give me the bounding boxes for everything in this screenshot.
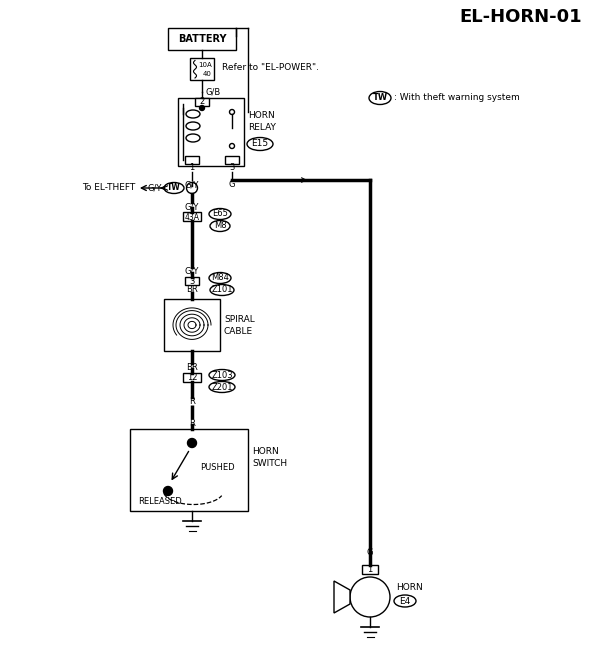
Text: TW: TW — [372, 94, 388, 102]
Text: HORN: HORN — [248, 112, 275, 121]
Circle shape — [163, 487, 172, 495]
Circle shape — [230, 110, 234, 115]
Circle shape — [230, 144, 234, 148]
Polygon shape — [334, 581, 350, 613]
Text: G/B: G/B — [205, 87, 220, 96]
Ellipse shape — [209, 382, 235, 392]
Circle shape — [200, 106, 204, 110]
FancyBboxPatch shape — [178, 98, 244, 166]
Text: HORN: HORN — [396, 583, 423, 592]
FancyBboxPatch shape — [183, 212, 201, 221]
Text: R: R — [189, 419, 195, 428]
Text: 2: 2 — [200, 98, 205, 106]
Text: BR: BR — [186, 285, 198, 294]
Text: Refer to "EL-POWER".: Refer to "EL-POWER". — [222, 64, 319, 73]
FancyBboxPatch shape — [183, 373, 201, 382]
Ellipse shape — [209, 272, 231, 283]
Text: RELAY: RELAY — [248, 123, 276, 133]
FancyBboxPatch shape — [185, 277, 199, 285]
Text: 1: 1 — [368, 565, 372, 575]
Ellipse shape — [394, 595, 416, 607]
Text: TW: TW — [167, 184, 181, 192]
Ellipse shape — [210, 285, 234, 295]
Text: : With theft warning system: : With theft warning system — [394, 94, 520, 102]
Text: HORN: HORN — [252, 447, 279, 455]
Text: 1: 1 — [189, 163, 195, 173]
Text: G/Y: G/Y — [185, 267, 199, 276]
Text: Z103: Z103 — [211, 371, 233, 380]
Text: RELEASED: RELEASED — [138, 497, 182, 506]
Ellipse shape — [369, 91, 391, 104]
Text: G/Y: G/Y — [185, 180, 199, 189]
FancyBboxPatch shape — [130, 429, 248, 511]
Text: E15: E15 — [252, 140, 269, 148]
FancyBboxPatch shape — [362, 565, 378, 574]
Text: PUSHED: PUSHED — [200, 462, 234, 472]
Ellipse shape — [164, 182, 184, 194]
Text: SWITCH: SWITCH — [252, 459, 287, 468]
Text: 3: 3 — [229, 163, 234, 173]
Text: SPIRAL: SPIRAL — [224, 314, 255, 323]
Text: 12: 12 — [186, 373, 197, 382]
Text: G: G — [367, 548, 373, 557]
Text: Z201: Z201 — [211, 382, 233, 392]
Text: CABLE: CABLE — [224, 327, 253, 335]
Ellipse shape — [209, 369, 235, 380]
Circle shape — [188, 438, 197, 447]
Text: E4: E4 — [400, 596, 411, 605]
Text: R: R — [189, 397, 195, 406]
Text: BR: BR — [186, 363, 198, 372]
Ellipse shape — [209, 209, 231, 220]
FancyBboxPatch shape — [164, 299, 220, 351]
Text: 43A: 43A — [185, 213, 200, 222]
FancyBboxPatch shape — [225, 156, 239, 164]
Text: 40: 40 — [203, 71, 212, 77]
Text: M84: M84 — [211, 274, 229, 283]
Text: 10A: 10A — [198, 62, 212, 68]
Text: To EL-THEFT: To EL-THEFT — [82, 184, 135, 192]
Ellipse shape — [210, 220, 230, 232]
FancyBboxPatch shape — [185, 156, 199, 164]
Text: G: G — [229, 180, 235, 189]
Text: M8: M8 — [214, 222, 226, 230]
FancyBboxPatch shape — [190, 58, 214, 80]
Text: Z101: Z101 — [211, 285, 233, 295]
Ellipse shape — [247, 138, 273, 150]
Text: EL-HORN-01: EL-HORN-01 — [459, 8, 582, 26]
FancyBboxPatch shape — [195, 98, 209, 106]
Ellipse shape — [186, 122, 200, 130]
Text: G/Y: G/Y — [185, 202, 199, 211]
Circle shape — [186, 182, 198, 194]
Text: E65: E65 — [212, 209, 228, 218]
Ellipse shape — [186, 110, 200, 118]
Text: 3: 3 — [189, 276, 195, 285]
Text: BATTERY: BATTERY — [178, 34, 226, 44]
Text: G/Y: G/Y — [147, 184, 162, 192]
FancyBboxPatch shape — [168, 28, 236, 50]
Ellipse shape — [186, 134, 200, 142]
Circle shape — [350, 577, 390, 617]
